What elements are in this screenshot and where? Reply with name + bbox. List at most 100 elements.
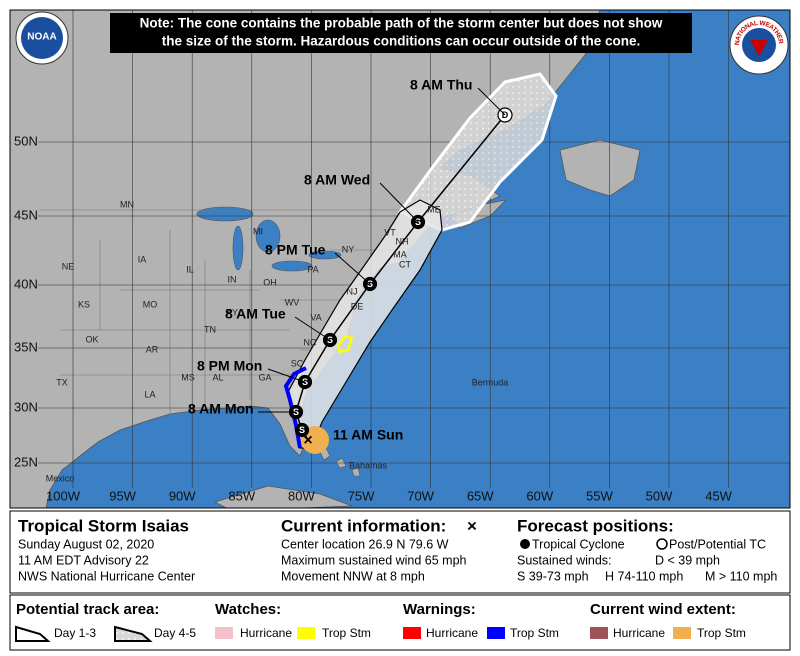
legend-text: S 39-73 mph — [517, 569, 589, 583]
place-label: CT — [399, 259, 411, 269]
place-label: AL — [212, 372, 223, 382]
legend-text: M > 110 mph — [705, 569, 777, 583]
leader-line — [294, 316, 331, 341]
place-label: SC — [291, 358, 304, 368]
intensity-code: D — [502, 110, 509, 120]
place-label: MN — [120, 199, 134, 209]
land — [559, 139, 641, 197]
place-label: TX — [56, 377, 68, 387]
legend-text: Tropical Cyclone — [532, 537, 625, 551]
lon-label: 60W — [526, 488, 553, 503]
legend-text: Day 1-3 — [54, 626, 96, 640]
place-label: OK — [85, 334, 98, 344]
current-position: × — [303, 432, 312, 449]
forecast-label: 8 AM Thu — [410, 77, 472, 93]
place-label: Mexico — [46, 473, 75, 483]
place-label: NE — [62, 261, 75, 271]
note-text: the size of the storm. Hazardous conditi… — [162, 34, 641, 49]
intensity-code: S — [299, 425, 305, 435]
forecast-title: Forecast positions: — [517, 516, 674, 535]
place-label: MI — [253, 226, 263, 236]
watch-hurricane-swatch — [215, 627, 233, 639]
lat-label: 45N — [14, 207, 38, 222]
place-label: AR — [146, 344, 159, 354]
legend-text: Day 4-5 — [154, 626, 196, 640]
day45-swatch — [114, 625, 153, 642]
place-label: KS — [78, 299, 90, 309]
lon-label: 80W — [288, 488, 315, 503]
place-label: MS — [181, 372, 195, 382]
cone-day-1-3 — [287, 199, 443, 449]
lon-label: 45W — [705, 488, 732, 503]
legend-title: Potential track area: — [16, 601, 159, 618]
leader-line — [379, 182, 419, 223]
lat-label: 50N — [14, 133, 38, 148]
storm-name: Tropical Storm Isaias — [18, 516, 189, 535]
place-label: WV — [285, 297, 300, 307]
legend-text: Post/Potential TC — [669, 537, 766, 551]
lon-label: 70W — [407, 488, 434, 503]
watch-ts-swatch — [297, 627, 315, 639]
advisory: 11 AM EDT Advisory 22 — [18, 553, 149, 567]
place-label: IN — [228, 274, 237, 284]
cone-day-4-5 — [397, 72, 558, 232]
place-label: NC — [304, 337, 317, 347]
current-info: Maximum sustained wind 65 mph — [281, 553, 467, 567]
forecast-label: 11 AM Sun — [333, 427, 403, 443]
lon-label: 65W — [467, 488, 494, 503]
current-info: Movement NNW at 8 mph — [281, 569, 425, 583]
place-label: DE — [351, 301, 364, 311]
lat-label: 30N — [14, 399, 38, 414]
grid — [38, 10, 790, 488]
post-tc-symbol — [656, 538, 668, 550]
forecast-label: 8 AM Tue — [225, 306, 286, 322]
place-label: KY — [226, 307, 238, 317]
lon-label: 100W — [46, 488, 81, 503]
land — [213, 485, 353, 508]
place-label: MA — [393, 249, 407, 259]
place-label: GA — [258, 372, 271, 382]
wind-hurricane-swatch — [590, 627, 608, 639]
office: NWS National Hurricane Center — [18, 569, 195, 583]
legend-text: Sustained winds: — [517, 553, 612, 567]
day13-swatch — [15, 625, 51, 642]
lon-label: 55W — [586, 488, 613, 503]
warn-ts-swatch — [487, 627, 505, 639]
place-label: TN — [204, 324, 216, 334]
legend-title: Warnings: — [403, 601, 476, 618]
place-label: VT — [384, 227, 396, 237]
map-labels: 50N 45N 40N 35N 30N 25N 100W 95W 90W 85W 80W 75W 70W… — [14, 77, 733, 504]
place-label: IA — [138, 254, 147, 264]
legend-text: Trop Stm — [322, 626, 371, 640]
note-box — [110, 13, 692, 53]
info-panel — [9, 510, 791, 594]
watch-trop-stm — [336, 334, 354, 354]
place-label: OH — [263, 277, 277, 287]
legend-title: Watches: — [215, 601, 281, 618]
forecast-label: 8 AM Mon — [188, 401, 254, 417]
place-label: IL — [186, 264, 194, 274]
info-texts: Tropical Storm Isaias Sunday August 02, 2… — [16, 516, 777, 640]
lon-label: 90W — [169, 488, 196, 503]
legend-text: Trop Stm — [697, 626, 746, 640]
lon-label: 85W — [228, 488, 255, 503]
place-label: NH — [396, 236, 409, 246]
lat-label: 40N — [14, 276, 38, 291]
lat-label: 35N — [14, 339, 38, 354]
date: Sunday August 02, 2020 — [18, 537, 154, 551]
current-title: Current information: — [281, 516, 446, 535]
place-label: NJ — [347, 286, 358, 296]
legend-title: Current wind extent: — [590, 601, 736, 618]
forecast-label: 8 PM Mon — [197, 358, 262, 374]
current-marker: × — [467, 516, 477, 535]
legend-text: H 74-110 mph — [605, 569, 683, 583]
forecast-label: 8 PM Tue — [265, 242, 326, 258]
current-info: Center location 26.9 N 79.6 W — [281, 537, 449, 551]
forecast-point — [294, 422, 310, 438]
place-label: MO — [143, 299, 158, 309]
lon-label: 75W — [348, 488, 375, 503]
place-label: ME — [427, 204, 441, 214]
map-frame — [9, 9, 791, 509]
